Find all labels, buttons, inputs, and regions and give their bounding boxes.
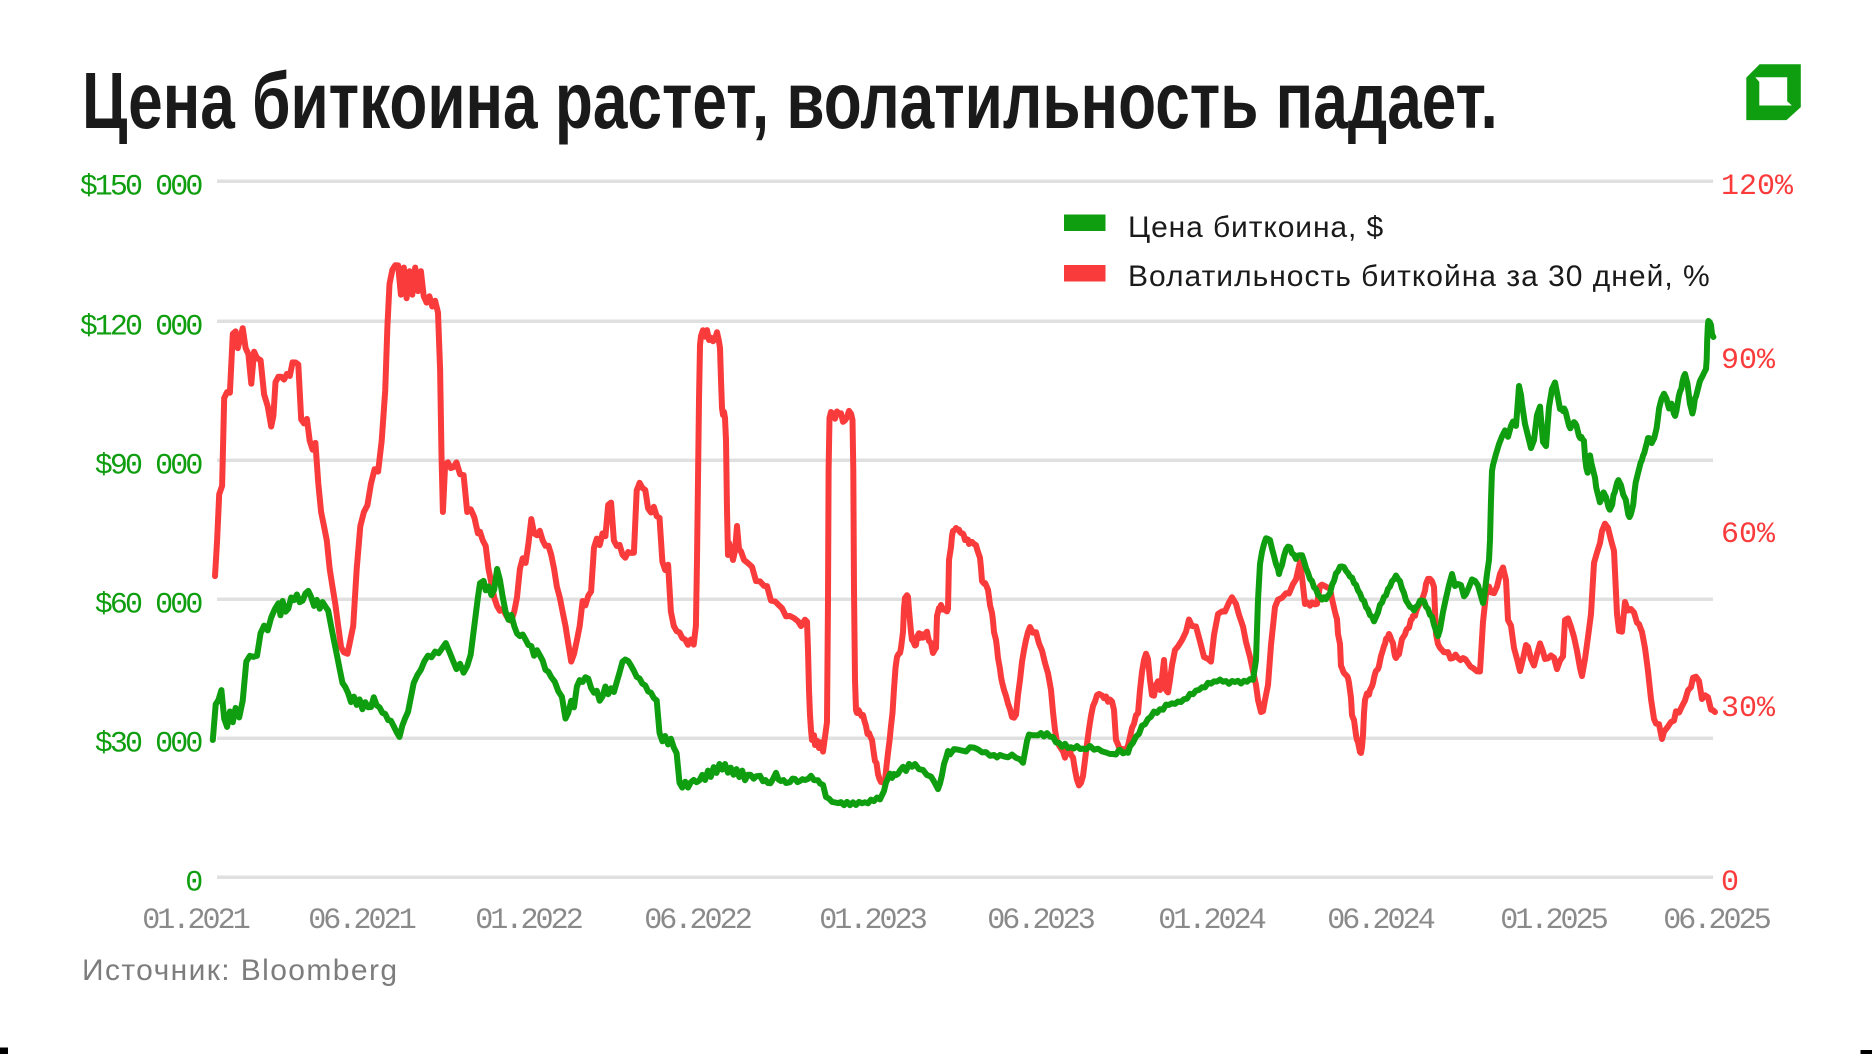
svg-text:06.2024: 06.2024 (1327, 904, 1435, 938)
svg-text:01.2024: 01.2024 (1158, 904, 1266, 938)
svg-text:0: 0 (185, 867, 202, 901)
svg-text:Источник: Bloomberg: Источник: Bloomberg (82, 954, 398, 987)
svg-text:06.2025: 06.2025 (1663, 904, 1771, 938)
svg-text:Цена биткоина растет, волатиль: Цена биткоина растет, волатильность пада… (82, 57, 1498, 146)
svg-text:01.2025: 01.2025 (1500, 904, 1608, 938)
svg-text:90%: 90% (1721, 344, 1776, 378)
svg-text:0: 0 (1721, 866, 1739, 900)
svg-text:$30 000: $30 000 (95, 728, 203, 762)
svg-text:$60 000: $60 000 (95, 589, 203, 623)
svg-text:$150 000: $150 000 (80, 171, 203, 205)
svg-text:30%: 30% (1721, 692, 1776, 726)
svg-text:06.2023: 06.2023 (987, 904, 1095, 938)
svg-text:06.2021: 06.2021 (308, 904, 416, 938)
svg-text:06.2022: 06.2022 (644, 904, 751, 938)
svg-text:$120 000: $120 000 (80, 311, 203, 345)
svg-text:60%: 60% (1721, 518, 1776, 552)
svg-text:120%: 120% (1721, 170, 1794, 204)
svg-text:Цена биткоина, $: Цена биткоина, $ (1128, 211, 1384, 244)
svg-text:01.2021: 01.2021 (142, 904, 250, 938)
svg-text:01.2022: 01.2022 (475, 904, 582, 938)
svg-text:$90 000: $90 000 (95, 450, 203, 484)
svg-text:01.2023: 01.2023 (819, 904, 927, 938)
svg-text:Волатильность биткойна за 30 д: Волатильность биткойна за 30 дней, % (1128, 260, 1711, 293)
